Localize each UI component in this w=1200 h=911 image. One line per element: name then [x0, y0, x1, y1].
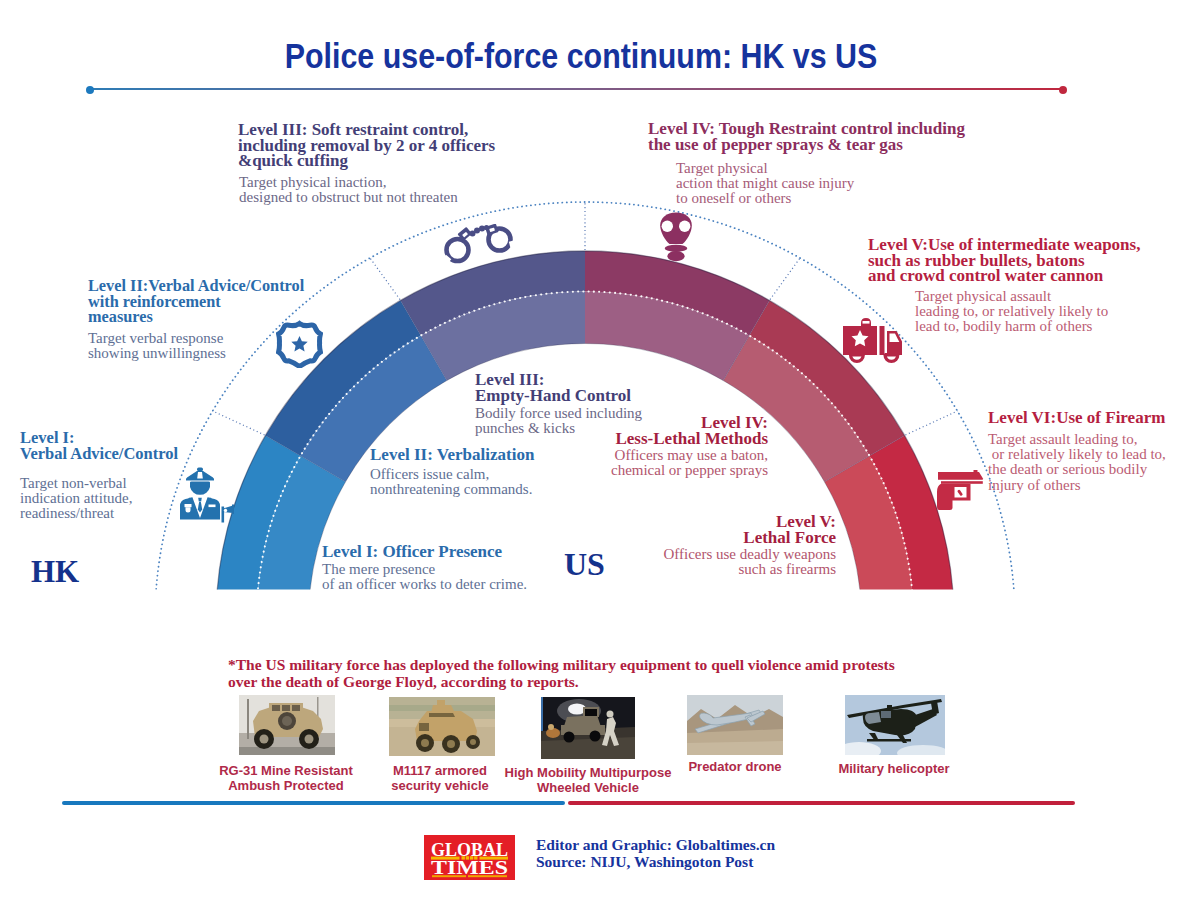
svg-text:TIMES: TIMES — [431, 858, 508, 878]
svg-text:GLOBAL: GLOBAL — [431, 839, 508, 860]
